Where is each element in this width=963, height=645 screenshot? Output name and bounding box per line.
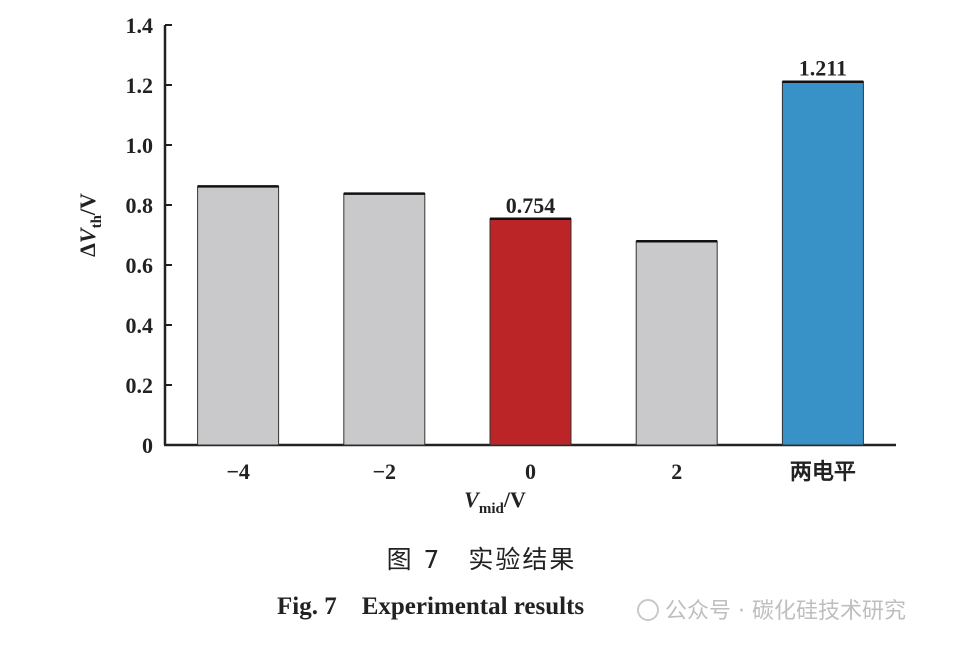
y-ticks: 0 0.2 0.4 0.6 0.8 1.0 1.2 1.4 [126,13,172,458]
x-tick-label: 2 [671,459,682,484]
y-tick-label: 0 [142,433,153,458]
bar [635,240,718,446]
bar [343,193,426,446]
y-axis-label-sub: th [89,214,105,228]
figure-caption-en: Fig. 7 Experimental results [277,593,585,620]
x-axis-label: Vmid/V [464,487,526,517]
bar [781,81,864,446]
figure-caption-cn: 图 7 实验结果 [386,545,577,574]
y-tick-label: 0.4 [126,313,154,338]
x-axis-label-unit: /V [503,487,526,512]
x-tick-label: 0 [525,459,536,484]
y-tick-label: 1.0 [126,133,154,158]
watermark: 公众号 · 碳化硅技术研究 [637,593,906,625]
bars: 0.754 1.211 [197,56,864,446]
x-ticks: −4 −2 0 2 两电平 [226,459,856,484]
y-tick-label: 0.6 [126,253,154,278]
bar-chart: 0 0.2 0.4 0.6 0.8 1.0 1.2 1.4 0.754 1.211 −4 −2 0 2… [75,13,896,517]
x-axis-label-var: V [464,487,481,512]
x-tick-label: −2 [373,459,397,484]
bar [489,218,572,446]
x-tick-label: −4 [226,459,250,484]
y-tick-label: 0.2 [126,373,154,398]
x-tick-label: 两电平 [790,459,856,484]
wechat-icon [637,599,659,621]
bar [197,185,280,446]
y-axis-label-prefix: Δ [75,243,100,257]
watermark-text: 公众号 · 碳化硅技术研究 [665,599,906,624]
y-tick-label: 1.4 [126,13,154,38]
y-tick-label: 0.8 [126,193,154,218]
y-tick-label: 1.2 [126,73,154,98]
y-axis-label-unit: /V [75,193,100,216]
y-axis-label-var: V [75,226,100,243]
data-label: 1.211 [799,56,847,81]
x-axis-label-sub: mid [479,501,505,517]
data-label: 0.754 [506,193,556,218]
y-axis-label: ΔVth/V [75,193,105,257]
